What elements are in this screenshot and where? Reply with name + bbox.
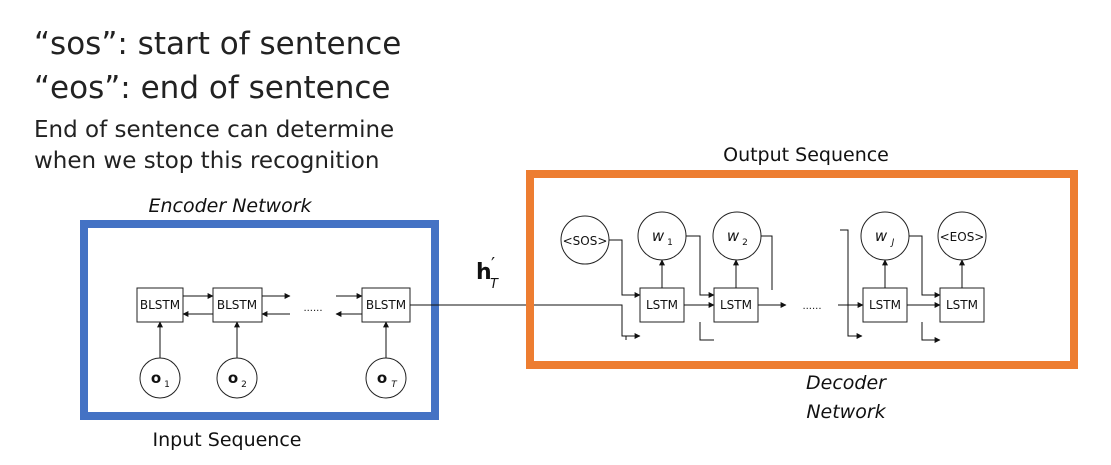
decoder-footer-line2: Network: [806, 401, 886, 423]
lstm-label: LSTM: [869, 298, 901, 312]
encoder-footer: Input Sequence: [153, 429, 302, 451]
decoder-frame: [526, 170, 1078, 369]
output-node: w 2: [712, 211, 762, 261]
decoder-title: Output Sequence: [723, 144, 889, 166]
decoder-footer-line1: Decoder: [806, 372, 887, 394]
lstm-cell: LSTM: [713, 287, 759, 323]
eos-definition: “eos”: end of sentence: [34, 70, 391, 106]
lstm-cell: LSTM: [939, 287, 985, 323]
input-node: o T: [365, 357, 407, 399]
eos-label: <EOS>: [940, 230, 985, 244]
eos-node: <EOS>: [937, 211, 987, 261]
input-subscript: 2: [241, 380, 247, 390]
encoder-ellipsis: ......: [303, 303, 322, 314]
blstm-cell: BLSTM: [136, 287, 184, 323]
lstm-label: LSTM: [720, 298, 752, 312]
note-line-2: when we stop this recognition: [34, 148, 380, 174]
blstm-label: BLSTM: [140, 298, 180, 312]
sos-label: <SOS>: [563, 234, 608, 248]
decoder-ellipsis: ......: [802, 301, 821, 312]
sos-node: <SOS>: [560, 215, 610, 265]
input-node: o 2: [216, 357, 258, 399]
encoder-title: Encoder Network: [148, 195, 312, 217]
output-subscript: 2: [742, 238, 748, 248]
context-prime: ′: [491, 254, 495, 275]
output-symbol: w: [652, 227, 665, 245]
lstm-label: LSTM: [646, 298, 678, 312]
blstm-cell: BLSTM: [212, 287, 263, 323]
input-node: o 1: [139, 357, 181, 399]
sos-definition: “sos”: start of sentence: [34, 26, 402, 62]
output-symbol: w: [875, 227, 888, 245]
output-node: w J: [860, 211, 910, 261]
output-symbol: w: [727, 227, 740, 245]
blstm-cell: BLSTM: [361, 287, 411, 323]
context-symbol: h: [476, 260, 492, 285]
input-subscript: T: [391, 380, 398, 390]
encoder-frame: [80, 220, 439, 420]
context-arrow: [410, 304, 641, 339]
encoder-arrows: [157, 293, 389, 358]
output-node: w 1: [637, 211, 687, 261]
decoder-arrows: [609, 229, 965, 343]
lstm-label: LSTM: [946, 298, 978, 312]
lstm-cell: LSTM: [862, 287, 908, 323]
output-subscript: 1: [667, 238, 673, 248]
input-symbol: o: [377, 369, 387, 387]
blstm-label: BLSTM: [217, 298, 257, 312]
input-symbol: o: [228, 369, 238, 387]
blstm-label: BLSTM: [366, 298, 406, 312]
lstm-cell: LSTM: [639, 287, 685, 323]
input-subscript: 1: [164, 380, 170, 390]
note-line-1: End of sentence can determine: [34, 117, 395, 143]
input-symbol: o: [151, 369, 161, 387]
output-subscript: J: [890, 238, 895, 248]
context-vector-label: h ′ T: [476, 254, 499, 292]
context-subscript: T: [490, 277, 499, 292]
